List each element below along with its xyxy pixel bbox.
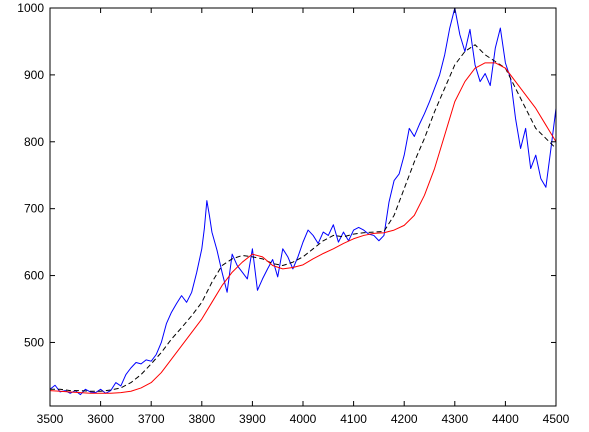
x-tick-label: 4000 bbox=[290, 412, 317, 426]
x-axis: 3500 3600 3700 3800 3900 4000 4100 4200 4300 4400… bbox=[37, 8, 570, 426]
y-tick-label: 600 bbox=[24, 269, 44, 283]
x-tick-label: 4400 bbox=[492, 412, 519, 426]
x-tick-label: 4200 bbox=[391, 412, 418, 426]
x-tick-label: 3800 bbox=[188, 412, 215, 426]
series-line-3 bbox=[49, 62, 557, 394]
x-tick-label: 4100 bbox=[340, 412, 367, 426]
y-axis: 500 600 700 800 900 1000 bbox=[17, 1, 556, 349]
plot-background bbox=[50, 8, 556, 406]
x-tick-label: 3700 bbox=[138, 412, 165, 426]
x-tick-label: 3900 bbox=[239, 412, 266, 426]
y-tick-label: 1000 bbox=[17, 1, 44, 15]
series-layer bbox=[49, 7, 557, 396]
x-tick-label: 4500 bbox=[543, 412, 570, 426]
y-tick-label: 700 bbox=[24, 202, 44, 216]
x-tick-label: 3500 bbox=[37, 412, 64, 426]
y-tick-label: 500 bbox=[24, 335, 44, 349]
x-tick-label: 4300 bbox=[441, 412, 468, 426]
y-tick-label: 900 bbox=[24, 68, 44, 82]
series-line-1 bbox=[49, 7, 557, 396]
y-tick-label: 800 bbox=[24, 135, 44, 149]
x-tick-label: 3600 bbox=[87, 412, 114, 426]
